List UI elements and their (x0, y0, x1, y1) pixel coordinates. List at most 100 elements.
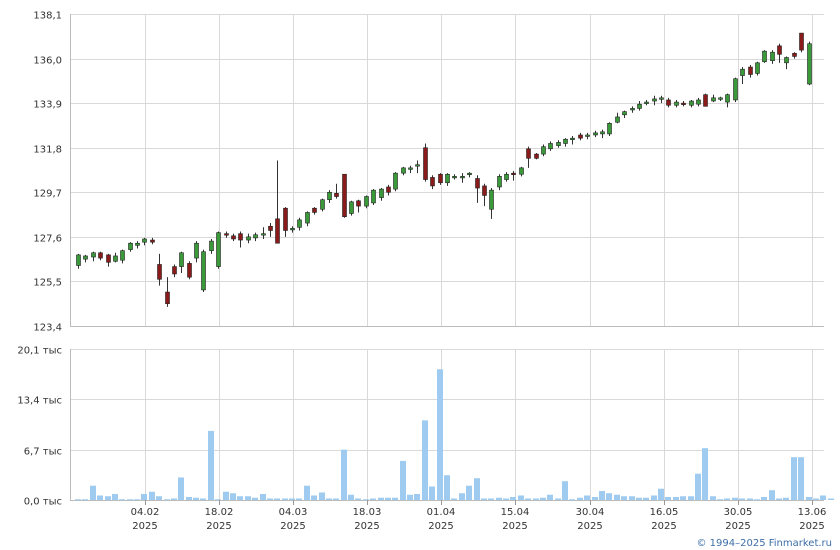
x-tick-year-label: 2025 (799, 521, 824, 532)
candle (290, 226, 295, 233)
candle (807, 41, 812, 86)
candle (511, 171, 516, 181)
candle (106, 253, 111, 267)
volume-bar (518, 495, 524, 500)
candle (681, 101, 686, 107)
candle (770, 50, 775, 64)
candle (142, 237, 147, 246)
volume-bar (592, 496, 598, 500)
candle-body (157, 264, 162, 280)
volume-bar (629, 496, 635, 500)
candle (548, 141, 553, 151)
price-panel: 138,1 136,0 133,9 131,8 129,7 127,6 125,5 123,4 (33, 11, 824, 334)
volume-bar (429, 486, 435, 500)
volume-bar (717, 499, 723, 501)
candle-body (452, 176, 457, 179)
volume-bar (348, 494, 354, 500)
volume-bar (761, 496, 767, 500)
volume-bar (392, 497, 398, 500)
candle (541, 144, 546, 157)
candle (445, 173, 450, 186)
volume-bar (724, 498, 730, 500)
volume-bar (828, 498, 834, 500)
candle-body (681, 102, 686, 105)
candle-body (585, 134, 590, 137)
candle (519, 166, 524, 177)
candle (238, 231, 243, 248)
candle (534, 153, 539, 160)
candle (563, 138, 568, 147)
volume-bar (444, 475, 450, 500)
volume-bar (680, 496, 686, 500)
candle (224, 231, 229, 238)
candle (711, 94, 716, 103)
volume-bar (555, 498, 561, 500)
volume-bar (134, 499, 140, 501)
volume-bar (621, 496, 627, 500)
candle-body (733, 78, 738, 101)
candle-body (165, 291, 170, 305)
candle (83, 254, 88, 263)
x-tick-date-label: 30.04 (576, 507, 605, 518)
volume-bar (599, 490, 605, 500)
candle-body (511, 172, 516, 175)
candle (179, 251, 184, 273)
x-tick-date-label: 18.02 (205, 507, 234, 518)
candle (482, 183, 487, 207)
x-tick-year-label: 2025 (725, 521, 750, 532)
candle-body (334, 193, 339, 197)
candle-body (297, 219, 302, 228)
candle (578, 132, 583, 141)
candle-body (135, 242, 140, 246)
volume-bar (658, 488, 664, 500)
candle (201, 249, 206, 293)
volume-bar (230, 493, 236, 500)
volume-bar (776, 498, 782, 500)
candle (172, 264, 177, 278)
volume-bar (90, 485, 96, 500)
volume-bar (119, 499, 125, 501)
candle-body (799, 32, 804, 51)
x-tick-year-label: 2025 (132, 521, 157, 532)
x-tick-date-label: 18.03 (353, 507, 382, 518)
candle (792, 52, 797, 59)
price-y-tick-label: 131,8 (33, 145, 62, 156)
candle (452, 174, 457, 180)
candle (622, 110, 627, 118)
candle (120, 249, 125, 264)
volume-bar (193, 497, 199, 500)
candle (430, 175, 435, 190)
candle-body (209, 240, 214, 251)
candle-body (570, 137, 575, 140)
candle-body (120, 250, 125, 261)
candle-body (283, 207, 288, 231)
candle-body (179, 252, 184, 267)
candle-body (253, 234, 258, 239)
volume-bar (451, 498, 457, 500)
candle-body (504, 173, 509, 180)
candle (489, 188, 494, 219)
volume-bar (688, 496, 694, 500)
date-x-axis: 04.02 2025 18.02 2025 04.03 2025 18.03 2025 01.0… (131, 500, 826, 532)
volume-bar (363, 499, 369, 501)
candle (364, 195, 369, 209)
x-tick-year-label: 2025 (577, 521, 602, 532)
candle (504, 172, 509, 182)
volume-bar (171, 498, 177, 500)
candle-body (379, 188, 384, 198)
candle-body (194, 242, 199, 259)
candle (76, 253, 81, 269)
x-tick-date-label: 04.03 (279, 507, 308, 518)
x-tick-date-label: 01.04 (427, 507, 456, 518)
volume-bar (614, 494, 620, 500)
volume-bar (562, 481, 568, 500)
x-tick-year-label: 2025 (354, 521, 379, 532)
volume-bar (156, 496, 162, 500)
candle (253, 232, 258, 242)
volume-bar (141, 493, 147, 500)
candle-body (231, 235, 236, 240)
candle (150, 237, 155, 245)
candle (261, 227, 266, 239)
candle (320, 198, 325, 212)
volume-bar (319, 492, 325, 500)
